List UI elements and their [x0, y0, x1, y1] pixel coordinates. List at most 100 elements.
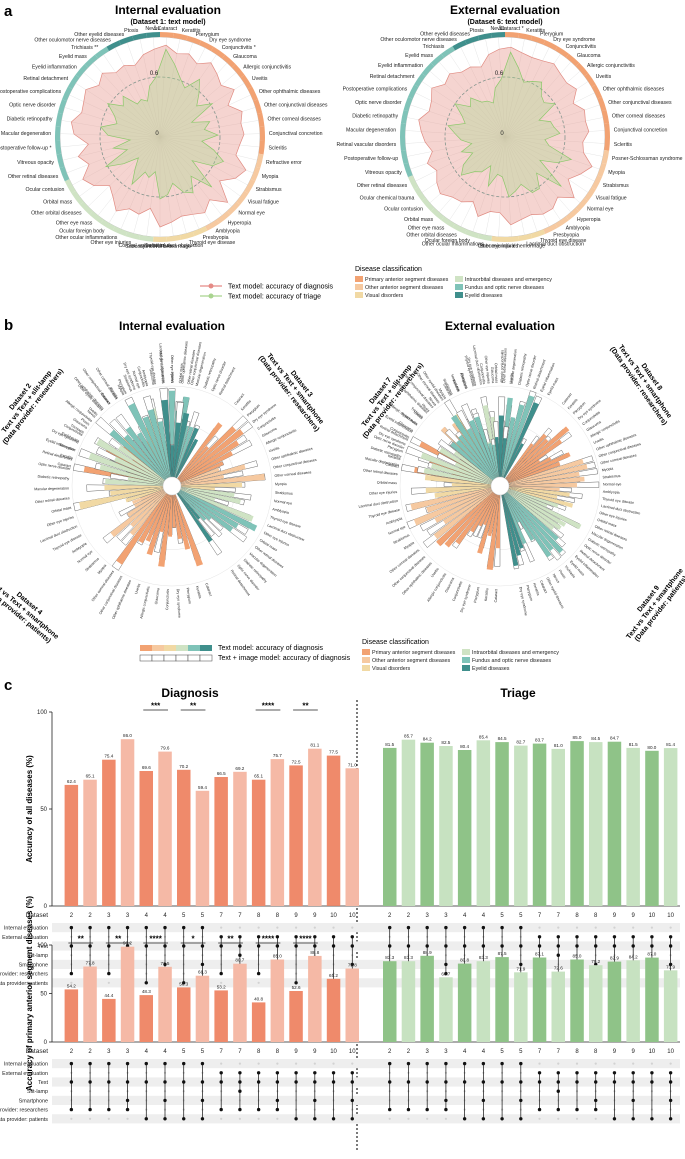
radar-category-label: Subconjunctival hemorrhage [479, 244, 545, 250]
circular-bar-text [455, 439, 494, 480]
class-label: Intraorbital diseases and emergency [465, 277, 552, 283]
circular-bar-text [159, 494, 171, 533]
bar-value-label: 79.6 [161, 746, 170, 751]
bar-value-label: 80.0 [647, 745, 656, 750]
radar-class-arc [530, 229, 546, 239]
circular-bar-text [145, 494, 169, 542]
bar-triage [645, 957, 659, 1042]
dataset-tick-label: 2 [70, 1049, 74, 1055]
radar-class-arc [244, 179, 256, 194]
bar-value-label: 59.4 [198, 785, 207, 790]
radar-category-label: Other ocular inflammations [422, 242, 484, 248]
radar-spoke [159, 136, 233, 207]
matrix-dot-off [388, 1117, 391, 1120]
bar-triage [589, 742, 603, 906]
bar-triage [401, 961, 416, 1042]
radar-class-arc [518, 32, 533, 41]
radar-spoke [504, 130, 605, 138]
circular-category-label: Cataract [539, 580, 548, 594]
circular-bar-text [177, 492, 201, 520]
panel-label-b: b [4, 317, 13, 334]
circular-bar-text [508, 461, 561, 484]
class-swatch [455, 292, 463, 298]
radar-spoke [159, 133, 260, 138]
bar-value-label: 65.2 [329, 973, 338, 978]
circular-category-label: Normal eye [131, 370, 141, 389]
circular-category-label: Myopia [438, 388, 448, 400]
circular-external-title: External evaluation [445, 319, 555, 333]
radar-category-label: Uveitis [596, 74, 612, 80]
circular-bar-text [130, 492, 166, 528]
bar-triage [457, 750, 472, 906]
legend-image-swatch [187, 654, 201, 662]
radar-category-label: Conjunctival concretion [614, 128, 668, 134]
circular-bar-text [158, 494, 172, 567]
dataset-tick-label: 5 [519, 913, 523, 919]
radar-spoke [146, 136, 161, 237]
matrix-dot-on [107, 1107, 111, 1112]
dataset-tick-label: 10 [349, 1049, 356, 1055]
circular-bar-text [99, 464, 164, 484]
class-swatch [355, 292, 363, 298]
bar-value-label: 83.7 [535, 738, 544, 743]
circular-bar-text [181, 482, 243, 488]
radar-category-label: Retinal detachment [370, 74, 415, 80]
radar-spoke [504, 81, 589, 138]
bar-diagnosis [64, 784, 79, 906]
bar-value-label: 87.5 [498, 951, 507, 956]
significance-stars: ** [78, 935, 85, 944]
dataset-tick-label: 7 [220, 1049, 224, 1055]
bar-diagnosis [270, 759, 285, 906]
circular-bar-text [474, 416, 498, 478]
radar-category-label: Other corneal diseases [268, 117, 322, 123]
legend-image-swatch [163, 654, 177, 662]
radar-class-arc [100, 219, 115, 231]
circular-category-label: Myopia [275, 482, 287, 486]
circular-bar-text [508, 452, 571, 483]
bar-triage [420, 955, 434, 1042]
dataset-tick-label: 7 [557, 1049, 561, 1055]
circular-bar-text [180, 461, 224, 483]
bar-value-label: 48.3 [142, 989, 151, 994]
matrix-dot-on [69, 1107, 74, 1112]
circular-category-label: Ptosis [421, 403, 431, 413]
circular-category-label: Uveitis [88, 406, 99, 416]
radar-spoke [504, 42, 538, 138]
radar-spoke [97, 136, 161, 216]
disease-classification-legend-a: Disease classification Primary anterior s… [355, 266, 552, 299]
matrix-dot-off [238, 926, 242, 929]
bar-value-label: 54.2 [67, 983, 76, 988]
bar-triage [420, 742, 434, 906]
bar-triage [663, 748, 678, 906]
circular-category-label: Strabismus [122, 374, 133, 392]
circular-category-label: Pterygium [59, 443, 76, 452]
class-swatch [462, 657, 470, 663]
radar-class-arc [62, 86, 73, 102]
circular-bar-text [508, 488, 559, 508]
circular-bar-text [444, 492, 495, 548]
radar-category-label: Strabismus [603, 183, 629, 189]
radar-class-arc [604, 136, 610, 151]
disease-classification-legend-b: Disease classification Primary anterior s… [362, 639, 559, 672]
dataset-tick-label: 8 [276, 1049, 280, 1055]
class-label: Primary anterior segment diseases [372, 650, 456, 656]
circular-bar-text [116, 493, 168, 565]
dataset-tick-label: 5 [500, 1049, 504, 1055]
dataset-tick-label: 7 [220, 913, 224, 919]
radar-class-arc [403, 96, 413, 112]
bar-value-label: 68.3 [198, 970, 207, 975]
radar-class-arc [584, 73, 596, 88]
bar-triage [626, 747, 640, 906]
circular-category-label: Pterygium [525, 585, 533, 602]
dataset-tick-label: 4 [163, 913, 167, 919]
bar-triage [495, 957, 509, 1042]
matrix-row-label: Data provider: researchers [0, 972, 48, 978]
disease-classification-title: Disease classification [355, 266, 422, 273]
bar-diagnosis [102, 998, 116, 1042]
radar-class-arc [79, 201, 93, 215]
dataset-tick-label: 8 [257, 1049, 261, 1055]
class-swatch [455, 284, 463, 290]
radar-spoke [460, 136, 506, 227]
matrix-dot-off [220, 1117, 223, 1120]
radar-spoke [120, 136, 161, 230]
